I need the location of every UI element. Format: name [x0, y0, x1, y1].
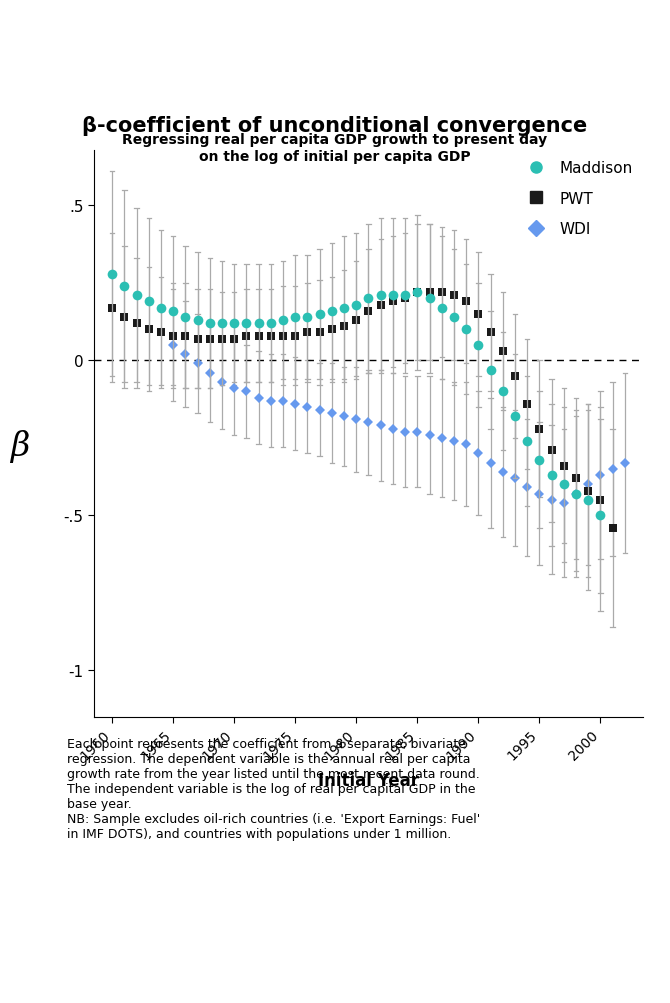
Legend: Maddison, PWT, WDI: Maddison, PWT, WDI — [515, 155, 639, 243]
X-axis label: Initial Year: Initial Year — [318, 770, 419, 788]
Text: Each point represents the coefficient from a separate, bivariate
regression. The: Each point represents the coefficient fr… — [67, 737, 480, 841]
Text: β: β — [11, 430, 29, 462]
Text: Regressing real per capita GDP growth to present day
on the log of initial per c: Regressing real per capita GDP growth to… — [123, 133, 547, 163]
Text: β-coefficient of unconditional convergence: β-coefficient of unconditional convergen… — [82, 115, 588, 135]
